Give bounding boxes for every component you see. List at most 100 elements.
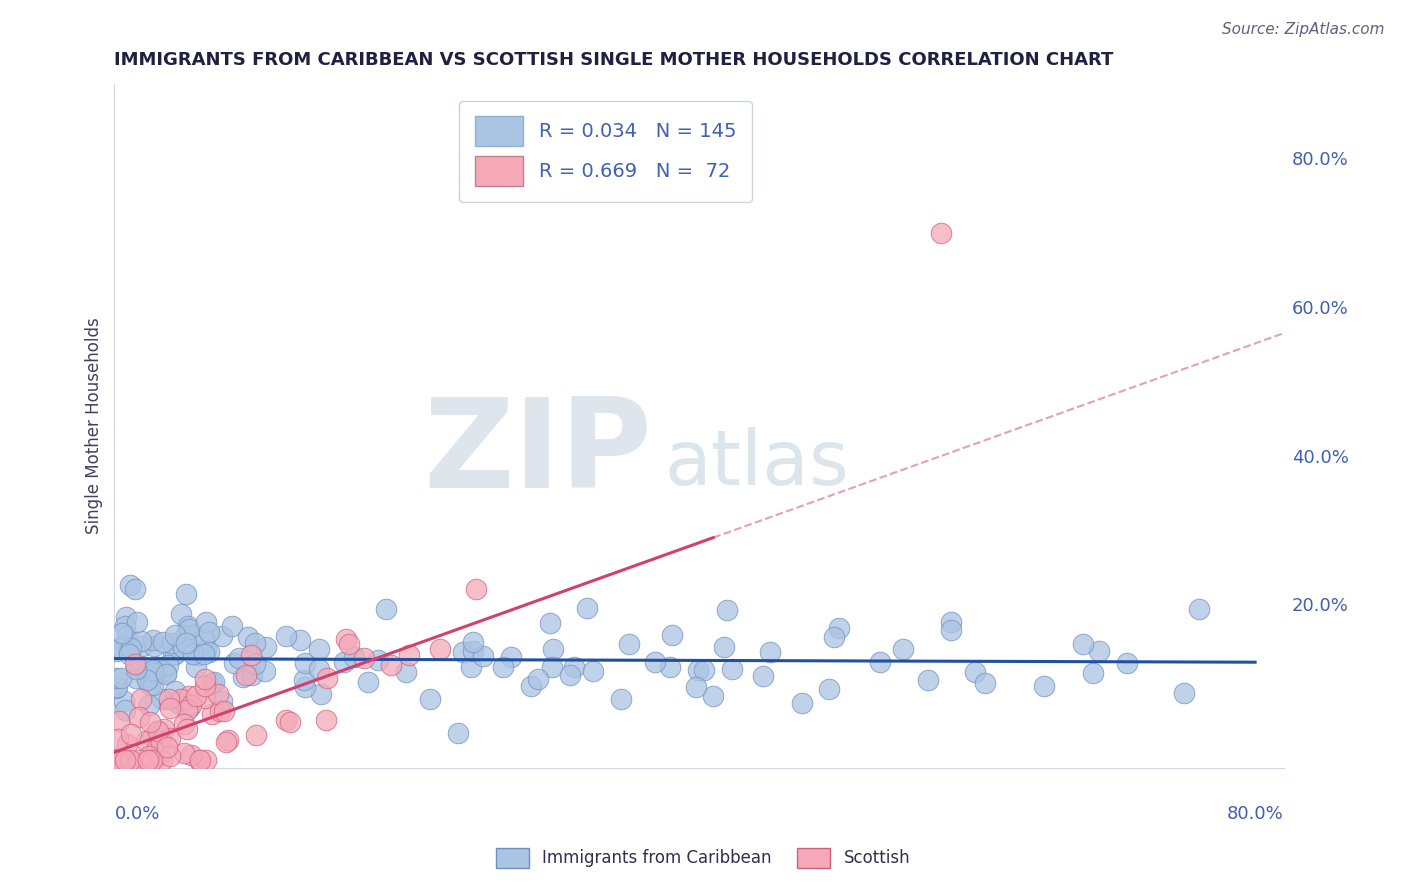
Point: [1088, 643, 1111, 657]
Point: [713, 640, 735, 654]
Point: [125, 615, 148, 629]
Point: [152, 635, 174, 649]
Point: [198, 625, 221, 640]
Point: [658, 660, 681, 674]
Legend: R = 0.034   N = 145, R = 0.669   N =  72: R = 0.034 N = 145, R = 0.669 N = 72: [460, 101, 752, 202]
Point: [353, 651, 375, 665]
Point: [143, 666, 166, 681]
Point: [131, 640, 153, 654]
Point: [582, 664, 605, 678]
Point: [128, 658, 150, 673]
Point: [142, 730, 165, 744]
Point: [179, 689, 201, 703]
Point: [939, 623, 962, 637]
Point: [207, 687, 229, 701]
Point: [125, 662, 148, 676]
Point: [105, 753, 128, 767]
Point: [118, 753, 141, 767]
Point: [108, 714, 131, 728]
Point: [104, 644, 127, 658]
Point: [111, 625, 134, 640]
Point: [198, 645, 221, 659]
Point: [460, 659, 482, 673]
Point: [163, 683, 186, 698]
Point: [644, 655, 666, 669]
Point: [221, 619, 243, 633]
Point: [274, 629, 297, 643]
Legend: Immigrants from Caribbean, Scottish: Immigrants from Caribbean, Scottish: [489, 841, 917, 875]
Point: [343, 649, 366, 664]
Point: [104, 753, 127, 767]
Point: [115, 737, 138, 751]
Point: [165, 628, 187, 642]
Point: [108, 640, 131, 655]
Point: [1116, 657, 1139, 671]
Point: [146, 724, 169, 739]
Point: [208, 704, 231, 718]
Point: [157, 658, 180, 673]
Point: [139, 714, 162, 729]
Point: [451, 644, 474, 658]
Point: [155, 665, 177, 680]
Point: [254, 640, 277, 654]
Point: [146, 660, 169, 674]
Text: 0.0%: 0.0%: [114, 805, 160, 823]
Point: [823, 630, 845, 644]
Point: [465, 582, 488, 596]
Point: [245, 728, 267, 742]
Point: [112, 694, 135, 708]
Point: [181, 628, 204, 642]
Point: [869, 655, 891, 669]
Point: [179, 698, 201, 713]
Point: [114, 619, 136, 633]
Point: [891, 642, 914, 657]
Point: [180, 748, 202, 763]
Point: [201, 707, 224, 722]
Point: [380, 657, 402, 672]
Point: [1071, 636, 1094, 650]
Point: [194, 679, 217, 693]
Point: [176, 636, 198, 650]
Point: [337, 637, 360, 651]
Point: [188, 753, 211, 767]
Point: [120, 726, 142, 740]
Point: [108, 753, 131, 767]
Point: [288, 632, 311, 647]
Point: [309, 687, 332, 701]
Point: [661, 627, 683, 641]
Point: [150, 735, 173, 749]
Point: [520, 679, 543, 693]
Point: [104, 671, 127, 685]
Point: [242, 668, 264, 682]
Point: [294, 657, 316, 671]
Point: [564, 659, 586, 673]
Point: [117, 629, 139, 643]
Point: [963, 665, 986, 679]
Point: [142, 633, 165, 648]
Point: [114, 610, 136, 624]
Point: [135, 734, 157, 748]
Point: [702, 689, 724, 703]
Point: [150, 691, 173, 706]
Point: [195, 615, 218, 629]
Point: [752, 669, 775, 683]
Point: [973, 676, 995, 690]
Point: [685, 680, 707, 694]
Point: [235, 668, 257, 682]
Point: [115, 753, 138, 767]
Point: [138, 698, 160, 713]
Point: [177, 700, 200, 714]
Point: [292, 673, 315, 687]
Text: Source: ZipAtlas.com: Source: ZipAtlas.com: [1222, 22, 1385, 37]
Point: [173, 746, 195, 760]
Y-axis label: Single Mother Households: Single Mother Households: [86, 318, 103, 534]
Point: [107, 681, 129, 695]
Point: [136, 753, 159, 767]
Point: [136, 673, 159, 687]
Point: [172, 640, 194, 654]
Point: [128, 710, 150, 724]
Point: [212, 704, 235, 718]
Point: [115, 639, 138, 653]
Point: [159, 700, 181, 714]
Point: [152, 722, 174, 736]
